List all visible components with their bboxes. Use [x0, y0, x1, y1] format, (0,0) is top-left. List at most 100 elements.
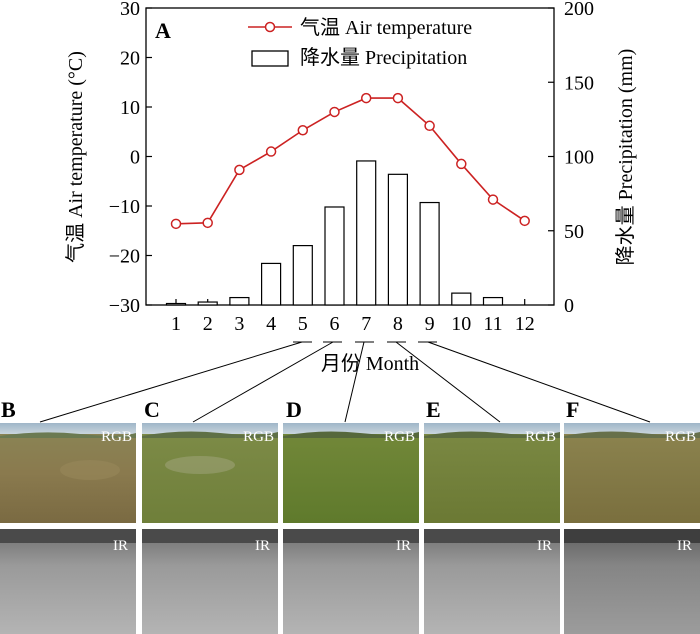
panel-letter-e: E	[426, 397, 441, 422]
legend-bar-swatch	[251, 50, 289, 67]
ir-horizon-f	[564, 529, 700, 543]
temp-point-10	[456, 158, 467, 170]
ir-label-b: IR	[113, 538, 128, 554]
hill-d	[283, 431, 419, 438]
connector-e	[395, 341, 501, 423]
left-tick-label: −20	[109, 246, 140, 268]
rgb-label-e: RGB	[525, 429, 556, 445]
right-axis: 200 150 100 50 0	[548, 0, 594, 317]
photo-panel-c: C RGB IR	[142, 397, 278, 634]
temp-point-6	[329, 106, 340, 118]
temperature-series-line	[175, 97, 526, 225]
right-tick-label: 200	[564, 0, 594, 20]
legend-marker-swatch	[264, 21, 276, 33]
precip-bar-2	[197, 301, 218, 306]
ir-photo-d	[283, 529, 419, 634]
temp-point-1	[170, 218, 182, 230]
right-axis-title: 降水量 Precipitation (mm)	[614, 49, 637, 266]
ir-photo-e	[424, 529, 560, 634]
precip-bar-9	[419, 201, 440, 306]
left-tick-label: −10	[109, 196, 140, 218]
panel-letter-f: F	[566, 397, 579, 422]
right-tick-label: 0	[564, 295, 574, 317]
rgb-photo-e	[424, 423, 560, 523]
panel-letter-c: C	[144, 397, 160, 422]
connector-f	[427, 341, 651, 423]
connector-d	[344, 341, 365, 423]
left-tick-label: 10	[120, 97, 140, 119]
x-tick-label: 10	[451, 313, 471, 335]
precip-bar-5	[292, 245, 313, 306]
ir-label-d: IR	[396, 538, 411, 554]
precip-bar-6	[324, 206, 345, 306]
ir-label-f: IR	[677, 538, 692, 554]
patch-c	[165, 456, 235, 474]
rgb-label-b: RGB	[101, 429, 132, 445]
ir-horizon-c	[142, 529, 278, 543]
temp-point-9	[424, 120, 435, 132]
photo-panel-e: E RGB IR	[424, 397, 560, 634]
connector-c	[192, 341, 334, 423]
x-tick-label: 12	[515, 313, 535, 335]
sky-b	[0, 423, 136, 434]
precip-bar-10	[451, 292, 472, 306]
panel-letter-d: D	[286, 397, 302, 422]
ir-horizon-d	[283, 529, 419, 543]
temp-point-7	[360, 92, 372, 104]
rgb-photo-f	[564, 423, 700, 523]
x-tick-label: 5	[298, 313, 308, 335]
x-tick-label: 6	[330, 313, 340, 335]
left-tick-label: 20	[120, 48, 140, 70]
temp-point-4	[265, 146, 277, 157]
temp-point-11	[487, 194, 499, 205]
sky-f	[564, 423, 700, 434]
connector-b	[39, 341, 303, 423]
x-tick-label: 4	[266, 313, 276, 335]
x-axis-title: 月份 Month	[321, 352, 419, 375]
x-tick-label: 2	[203, 313, 213, 335]
temp-point-5	[297, 125, 309, 136]
ir-photo-f	[564, 529, 700, 634]
x-tick-label: 3	[234, 313, 244, 335]
rgb-label-d: RGB	[384, 429, 415, 445]
legend: 气温 Air temperature 降水量 Precipitation	[248, 16, 472, 69]
rgb-photo-d	[283, 423, 419, 523]
hill-f	[564, 431, 700, 438]
temp-point-12	[519, 215, 530, 227]
hill-b	[0, 432, 136, 438]
ir-photo-b	[0, 529, 136, 634]
left-axis-title: 气温 Air temperature (°C)	[64, 51, 87, 263]
ir-horizon-e	[424, 529, 560, 543]
rgb-photo-c	[142, 423, 278, 523]
left-tick-label: −30	[109, 295, 140, 317]
sky-e	[424, 423, 560, 434]
x-tick-label: 7	[361, 313, 371, 335]
right-tick-label: 150	[564, 72, 594, 94]
precip-bar-8	[387, 173, 408, 306]
temp-point-3	[234, 164, 245, 176]
photo-panel-d: D RGB IR	[283, 397, 419, 634]
photo-panels: B RGB IR C RGB IR D RGB	[0, 397, 700, 634]
precip-bar-11	[482, 296, 504, 306]
legend-precipitation: 降水量 Precipitation	[300, 46, 467, 69]
ir-horizon-b	[0, 529, 136, 543]
precip-bar-1	[165, 302, 187, 306]
hill-c	[142, 431, 278, 438]
rgb-label-f: RGB	[665, 429, 696, 445]
precipitation-bars	[165, 160, 504, 306]
photo-panel-b: B RGB IR	[0, 397, 136, 634]
x-tick-label: 11	[483, 313, 502, 335]
ir-label-e: IR	[537, 538, 552, 554]
right-tick-label: 50	[564, 221, 584, 243]
precip-bar-3	[229, 296, 250, 306]
connector-lines	[39, 341, 651, 423]
legend-temperature: 气温 Air temperature	[300, 16, 472, 39]
sky-c	[142, 423, 278, 434]
ir-photo-c	[142, 529, 278, 634]
hill-e	[424, 431, 560, 438]
x-tick-label: 8	[393, 313, 403, 335]
left-tick-label: 30	[120, 0, 140, 20]
photo-panel-f: F RGB IR	[564, 397, 700, 634]
